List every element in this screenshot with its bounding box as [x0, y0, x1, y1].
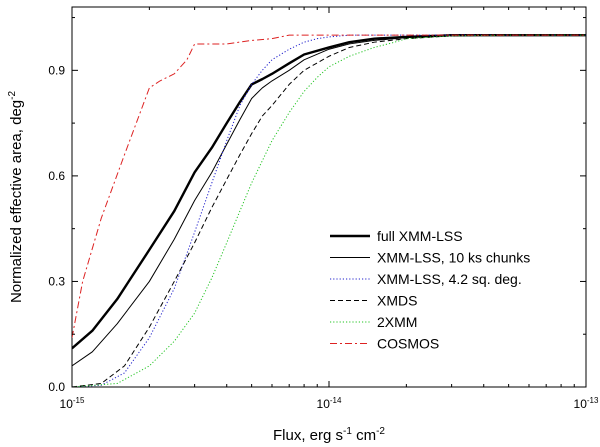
plot-frame	[71, 6, 587, 388]
x-tick-label: 10-15	[60, 396, 85, 411]
series-line-2	[72, 34, 586, 367]
y-tick-label: 0.6	[48, 169, 65, 183]
legend-label-5: 2XMM	[377, 314, 417, 330]
series-line-4	[72, 34, 586, 387]
x-tick-label: 10-14	[317, 396, 342, 411]
series-line-5	[72, 34, 586, 387]
x-axis-label: Flux, erg s-1 cm-2	[273, 426, 385, 444]
legend-label-6: COSMOS	[377, 336, 439, 352]
legend-label-2: XMM-LSS, 10 ks chunks	[377, 250, 530, 266]
legend-label-3: XMM-LSS, 4.2 sq. deg.	[377, 271, 522, 287]
x-tick-label: 10-13	[574, 396, 599, 411]
y-tick-label: 0.3	[48, 274, 65, 288]
y-tick-label: 0.9	[48, 63, 65, 77]
y-tick-label: 0.0	[48, 380, 65, 394]
series-group	[72, 33, 586, 387]
legend-label-1: full XMM-LSS	[377, 228, 463, 244]
legend-label-4: XMDS	[377, 293, 417, 309]
series-line-6	[72, 34, 586, 338]
tick-labels: 10-15 10-14 10-13 0.0 0.3 0.6 0.9	[48, 63, 599, 411]
series-line-1	[72, 33, 586, 350]
y-axis-label: Normalized effective area, deg-2	[7, 91, 25, 304]
axis-ticks	[71, 7, 587, 388]
legend: full XMM-LSS XMM-LSS, 10 ks chunks XMM-LSS…	[330, 228, 530, 352]
